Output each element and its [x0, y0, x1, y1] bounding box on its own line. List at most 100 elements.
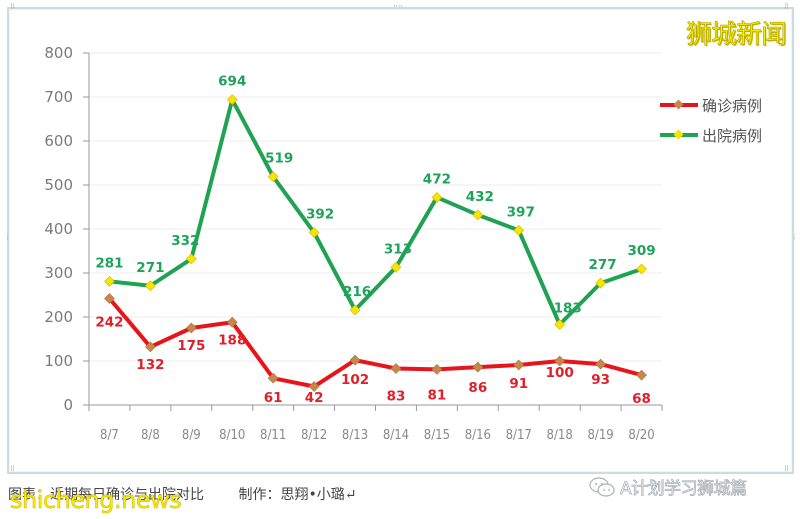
legend-label: 出院病例	[702, 126, 763, 145]
caption-credit: 制作：思翔•小璐↵	[238, 487, 357, 503]
data-point-marker-icon	[472, 361, 484, 373]
y-tick-label: 800	[44, 44, 73, 62]
data-label-discharged: 183	[554, 300, 582, 316]
confirmed-line	[107, 297, 643, 389]
data-label-discharged: 271	[136, 260, 164, 276]
caption-title: 图表：近期每日确诊与出院对比	[8, 487, 204, 503]
data-point-marker-icon	[226, 316, 238, 328]
legend-swatch-red-icon	[660, 98, 698, 112]
data-point-marker-icon	[513, 359, 525, 371]
data-label-confirmed: 42	[305, 390, 324, 406]
x-tick-label: 8/15	[424, 428, 450, 443]
data-point-marker-icon	[145, 280, 156, 292]
resize-handle-top[interactable]: ⠒⠒	[393, 3, 404, 11]
data-point-marker-icon	[431, 191, 443, 203]
y-tick-label: 500	[44, 176, 73, 194]
data-label-confirmed: 188	[218, 332, 246, 348]
data-point-marker-icon	[513, 224, 525, 236]
data-label-discharged: 392	[306, 207, 334, 223]
data-label-discharged: 309	[627, 243, 655, 259]
data-point-marker-icon	[267, 372, 279, 384]
x-tick-label: 8/14	[383, 428, 409, 443]
data-label-confirmed: 175	[177, 338, 205, 354]
data-point-marker-icon	[554, 355, 566, 367]
y-tick-label: 400	[44, 220, 73, 238]
resize-handle-top-left[interactable]: ⠿	[10, 3, 16, 11]
data-label-confirmed: 68	[632, 391, 651, 407]
data-labels: 281 271 332 694 519 392 216 313 472 432 397 183 277 3…	[95, 74, 655, 407]
data-label-confirmed: 93	[591, 372, 610, 388]
figure-caption: 图表：近期每日确诊与出院对比 制作：思翔•小璐↵	[8, 484, 356, 504]
data-label-discharged: 397	[507, 204, 535, 220]
data-label-confirmed: 83	[387, 388, 406, 404]
legend-item-discharged: 出院病例	[660, 120, 762, 150]
data-point-marker-icon	[104, 275, 115, 287]
data-point-marker-icon	[595, 358, 606, 370]
data-label-confirmed: 86	[468, 380, 487, 396]
x-tick-label: 8/12	[301, 428, 327, 443]
data-label-confirmed: 81	[427, 387, 446, 403]
data-label-discharged: 472	[423, 171, 451, 187]
legend-item-confirmed: 确诊病例	[660, 90, 762, 120]
data-label-discharged: 519	[265, 151, 293, 167]
data-point-marker-icon	[349, 354, 361, 366]
legend-label: 确诊病例	[702, 96, 763, 115]
data-label-discharged: 432	[466, 189, 494, 205]
data-label-discharged: 332	[171, 233, 199, 249]
x-tick-label: 8/9	[182, 428, 201, 443]
wechat-icon	[589, 476, 615, 497]
data-point-marker-icon	[636, 369, 647, 381]
discharged-line	[109, 97, 643, 327]
data-point-marker-icon	[267, 171, 279, 183]
x-tick-label: 8/19	[587, 428, 613, 443]
x-tick-label: 8/10	[219, 428, 245, 443]
resize-handle-bottom-right[interactable]: ⠿	[784, 465, 790, 473]
site-watermark: shicheng.news	[10, 486, 182, 515]
y-tick-label: 600	[44, 132, 73, 150]
data-label-confirmed: 61	[264, 390, 283, 406]
resize-handle-top-right[interactable]: ⠿	[784, 3, 790, 11]
x-tick-label: 8/17	[506, 428, 532, 443]
y-tick-label: 300	[44, 264, 73, 282]
brand-logo-text: 狮城新闻	[685, 20, 788, 51]
data-point-marker-icon	[308, 227, 320, 238]
y-tick-label: 700	[44, 88, 73, 106]
data-point-marker-icon	[185, 322, 197, 334]
data-point-marker-icon	[185, 253, 197, 265]
resize-handle-left[interactable]: ⋮	[4, 233, 11, 241]
chart-legend: 确诊病例 出院病例	[660, 90, 762, 150]
data-point-marker-icon	[554, 319, 566, 330]
resize-handle-right[interactable]: ⋮	[791, 233, 798, 241]
series-lines	[104, 94, 647, 392]
data-point-marker-icon	[226, 94, 238, 106]
data-label-confirmed: 100	[546, 365, 574, 381]
data-label-discharged: 694	[218, 74, 246, 90]
data-label-discharged: 277	[589, 257, 617, 273]
data-point-marker-icon	[104, 293, 115, 304]
y-tick-label: 200	[44, 308, 73, 326]
data-point-marker-icon	[390, 363, 402, 374]
x-tick-label: 8/16	[465, 428, 491, 443]
data-label-confirmed: 102	[341, 372, 369, 388]
data-point-marker-icon	[595, 277, 606, 289]
data-label-discharged: 216	[343, 284, 371, 300]
resize-handle-bottom-left[interactable]: ⠿	[10, 465, 16, 473]
data-point-marker-icon	[308, 381, 320, 392]
data-point-marker-icon	[349, 304, 361, 316]
data-label-discharged: 313	[384, 241, 412, 257]
data-point-marker-icon	[145, 341, 156, 353]
legend-swatch-green-icon	[660, 128, 698, 142]
data-point-marker-icon	[431, 363, 443, 375]
x-tick-label: 8/13	[342, 428, 368, 443]
wechat-account-watermark: A计划学习狮城篇	[588, 474, 748, 500]
x-tick-label: 8/11	[260, 428, 286, 443]
wechat-account-name: A计划学习狮城篇	[620, 479, 748, 500]
x-tick-label: 8/8	[141, 428, 160, 443]
x-tick-label: 8/20	[628, 428, 654, 443]
data-label-confirmed: 91	[509, 376, 528, 392]
axes: 0 100 200 300 400 500 600 700 800 8/7 8/8 8/9 8/10 8/…	[44, 44, 663, 443]
data-label-confirmed: 132	[136, 357, 164, 373]
chart-frame	[7, 7, 794, 474]
data-point-marker-icon	[636, 263, 647, 275]
